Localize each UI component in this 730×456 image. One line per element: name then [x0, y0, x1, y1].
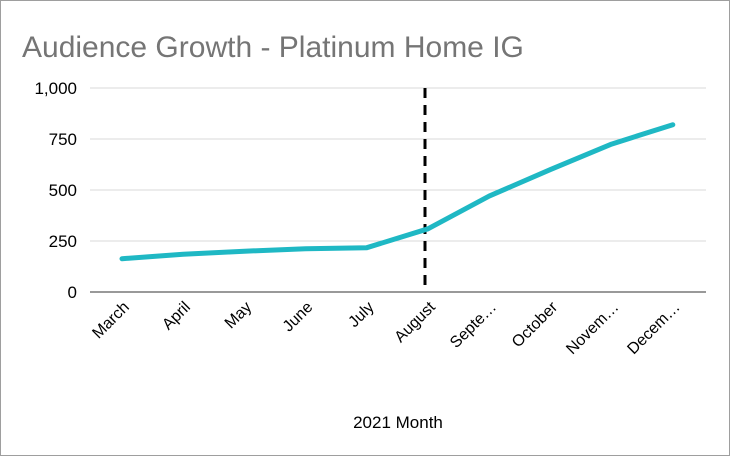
y-tick-label: 0	[68, 283, 77, 302]
x-tick-label: Novem…	[563, 299, 622, 358]
y-axis-ticks: 0 250 500 750 1,000	[34, 79, 77, 302]
x-axis-label: 2021 Month	[353, 413, 443, 432]
x-tick-label: May	[222, 299, 255, 332]
gridlines	[90, 87, 706, 242]
x-tick-label: July	[345, 299, 377, 331]
x-axis-ticks: March April May June July August Septe… October…	[89, 298, 683, 358]
x-tick-label: April	[159, 299, 194, 334]
chart-title: Audience Growth - Platinum Home IG	[22, 31, 524, 64]
x-tick-label: Septe…	[447, 299, 500, 352]
y-tick-label: 250	[49, 232, 77, 251]
x-tick-label: August	[392, 298, 440, 346]
x-tick-label: October	[509, 298, 562, 351]
y-tick-label: 1,000	[34, 79, 77, 98]
y-tick-label: 750	[49, 130, 77, 149]
series-line	[119, 122, 676, 262]
x-tick-label: June	[280, 299, 317, 336]
y-tick-label: 500	[49, 181, 77, 200]
x-tick-label: Decem…	[624, 299, 683, 358]
x-tick-label: March	[89, 299, 132, 342]
